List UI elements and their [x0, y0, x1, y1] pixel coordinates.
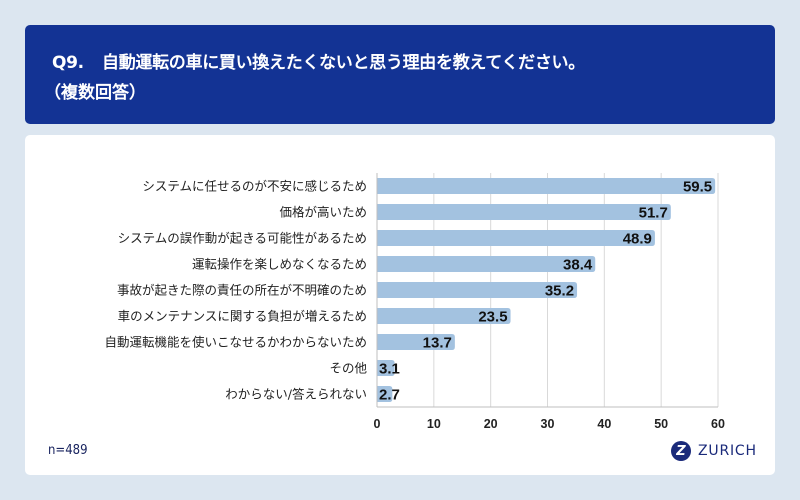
category-label: 運転操作を楽しめなくなるため [192, 257, 367, 272]
category-label: 価格が高いため [279, 205, 367, 220]
x-tick-label: 30 [541, 417, 555, 431]
bar [377, 334, 455, 350]
data-label: 35.2 [545, 283, 574, 300]
bar [377, 386, 393, 402]
data-label: 59.5 [683, 179, 712, 196]
x-tick-label: 0 [374, 417, 381, 431]
bar [377, 256, 596, 272]
question-number: Q9. [52, 53, 84, 73]
category-label: その他 [329, 361, 367, 376]
data-label: 48.9 [623, 231, 652, 248]
zurich-logo-icon: Z [671, 441, 691, 461]
bar [377, 204, 671, 220]
data-label: 3.1 [379, 361, 400, 378]
data-label: 51.7 [639, 205, 668, 222]
category-label: 事故が起きた際の責任の所在が不明確のため [117, 283, 367, 298]
bar [377, 308, 511, 324]
data-label: 13.7 [423, 335, 452, 352]
question-note: （複数回答） [44, 83, 146, 103]
category-label: 自動運転機能を使いこなせるかわからないため [104, 335, 367, 350]
bar [377, 178, 716, 194]
zurich-logo: Z ZURICH [671, 441, 757, 461]
x-tick-label: 10 [427, 417, 441, 431]
zurich-logo-text: ZURICH [698, 443, 757, 459]
bar [377, 230, 655, 246]
sample-size: n=489 [48, 443, 88, 458]
x-tick-label: 50 [654, 417, 668, 431]
data-label: 2.7 [379, 387, 400, 404]
data-label: 38.4 [563, 257, 593, 274]
category-label: システムに任せるのが不安に感じるため [142, 179, 367, 194]
data-label: 23.5 [478, 309, 507, 326]
category-label: システムの誤作動が起きる可能性があるため [118, 231, 367, 246]
x-tick-label: 60 [711, 417, 725, 431]
category-label: 車のメンテナンスに関する負担が増えるため [118, 309, 367, 324]
question-title: Q9. 自動運転の車に買い換えたくないと思う理由を教えてください。 [52, 51, 775, 75]
bar [377, 282, 578, 298]
category-label: わからない/答えられない [225, 387, 367, 402]
x-tick-label: 40 [597, 417, 611, 431]
x-tick-label: 20 [484, 417, 498, 431]
question-header: Q9. 自動運転の車に買い換えたくないと思う理由を教えてください。 （複数回答） [25, 25, 775, 124]
bar [377, 360, 395, 376]
question-text: 自動運転の車に買い換えたくないと思う理由を教えてください。 [102, 53, 585, 73]
